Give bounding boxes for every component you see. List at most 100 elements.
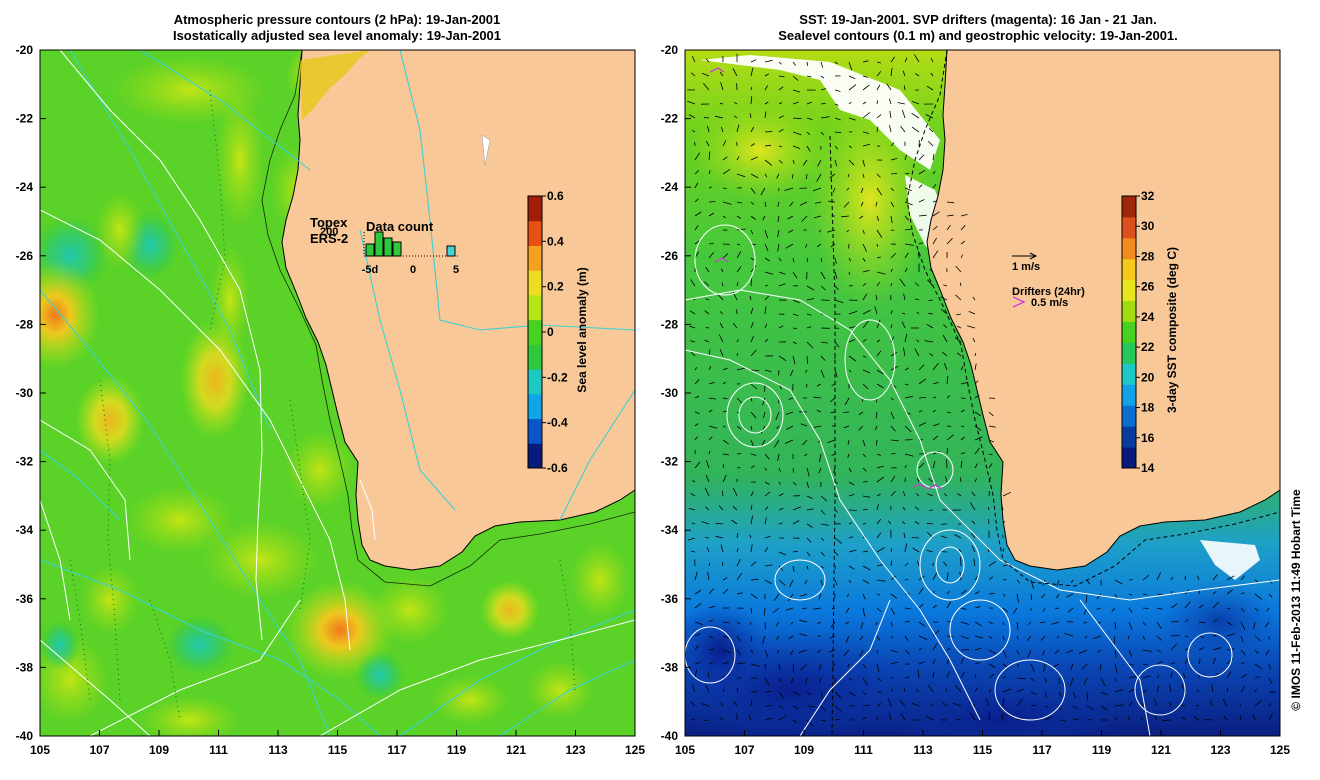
velocity-arrow [1114,704,1124,707]
velocity-arrow [1140,716,1144,721]
legend-tick-minus5: -5d [362,264,379,276]
velocity-arrow [946,224,951,231]
velocity-arrow [876,579,886,582]
velocity-arrow [820,509,826,515]
velocity-arrow [876,518,882,525]
velocity-arrow [1156,685,1160,693]
velocity-arrow [918,378,926,385]
velocity-arrow [722,410,728,413]
velocity-arrow [971,532,976,539]
velocity-arrow [732,322,738,329]
velocity-arrow [911,112,920,119]
velocity-arrow [904,57,908,63]
velocity-arrow [1195,705,1200,707]
velocity-arrow [862,269,870,273]
velocity-arrow [890,661,899,665]
velocity-arrow [764,338,768,343]
velocity-arrow [1127,635,1130,640]
velocity-arrow [862,309,871,315]
velocity-arrow [708,212,715,217]
velocity-arrow [890,676,895,679]
velocity-arrow [904,453,914,457]
right-colorbar-swatch [1122,342,1136,364]
velocity-arrow [904,395,913,399]
velocity-arrow [1268,579,1273,584]
velocity-arrow [830,243,836,248]
velocity-arrow [831,383,836,387]
velocity-arrow [954,337,962,343]
left-colorbar-swatch [528,245,542,271]
data-count-bar [392,241,402,257]
velocity-arrow [720,126,724,133]
velocity-arrow [1092,635,1102,640]
velocity-arrow [736,397,743,404]
velocity-arrow [1170,662,1176,665]
velocity-arrow [760,187,766,196]
right-y-tick-label: -22 [661,112,679,126]
velocity-arrow [764,257,771,262]
velocity-arrow [1114,717,1118,721]
velocity-arrow [974,606,981,609]
velocity-arrow [902,506,906,511]
velocity-arrow [860,621,864,629]
velocity-arrow [974,478,977,483]
velocity-arrow [988,463,993,469]
legend-count-label: 200 [320,226,338,238]
velocity-arrow [792,313,799,317]
velocity-arrow [911,101,920,105]
velocity-arrow [959,477,962,483]
velocity-arrow [1170,591,1173,595]
velocity-arrow [974,363,977,371]
left-x-tick-label: 125 [625,743,645,757]
velocity-arrow [848,565,855,570]
velocity-arrow [736,215,742,219]
velocity-arrow [778,102,783,105]
velocity-arrow [691,718,696,721]
velocity-arrow [876,61,882,64]
velocity-arrow [834,299,844,304]
velocity-arrow [1156,607,1163,610]
velocity-arrow [932,225,938,231]
velocity-arrow [1128,607,1133,613]
velocity-arrow [806,117,813,120]
velocity-arrow [1096,593,1102,600]
velocity-arrow [859,649,864,657]
velocity-arrow [748,715,752,721]
velocity-arrow [890,621,893,627]
velocity-arrow [904,172,910,175]
velocity-arrow [750,156,758,161]
velocity-arrow [722,577,728,581]
velocity-arrow [1142,649,1152,652]
velocity-arrow [694,225,699,231]
velocity-arrow [1128,579,1133,581]
velocity-arrow [828,649,836,653]
velocity-arrow [1040,621,1046,624]
velocity-arrow [785,411,794,415]
velocity-arrow [875,425,878,431]
velocity-arrow [1226,687,1229,693]
velocity-arrow [701,72,710,77]
right-colorbar-swatches [1122,196,1136,469]
velocity-arrow [750,544,753,553]
velocity-arrow [734,115,738,119]
velocity-arrow [722,635,729,639]
velocity-arrow [762,215,766,221]
right-x-axis: 105 107 109 111 113 115 117 119 121 123 125 [675,730,1290,757]
velocity-arrow [775,621,780,627]
velocity-arrow [701,703,710,707]
velocity-arrow [1240,685,1245,693]
velocity-arrow [778,677,782,683]
velocity-arrow [830,411,836,414]
velocity-arrow [848,117,856,121]
velocity-arrow [722,367,728,371]
velocity-arrow [876,607,882,613]
velocity-arrow [778,507,784,511]
velocity-arrow [1154,715,1158,721]
right-colorbar-tick-label: 24 [1141,310,1155,324]
velocity-arrow [750,257,755,261]
velocity-arrow [932,423,940,427]
velocity-arrow [708,425,718,429]
velocity-arrow [845,635,850,643]
velocity-arrow [720,268,724,273]
